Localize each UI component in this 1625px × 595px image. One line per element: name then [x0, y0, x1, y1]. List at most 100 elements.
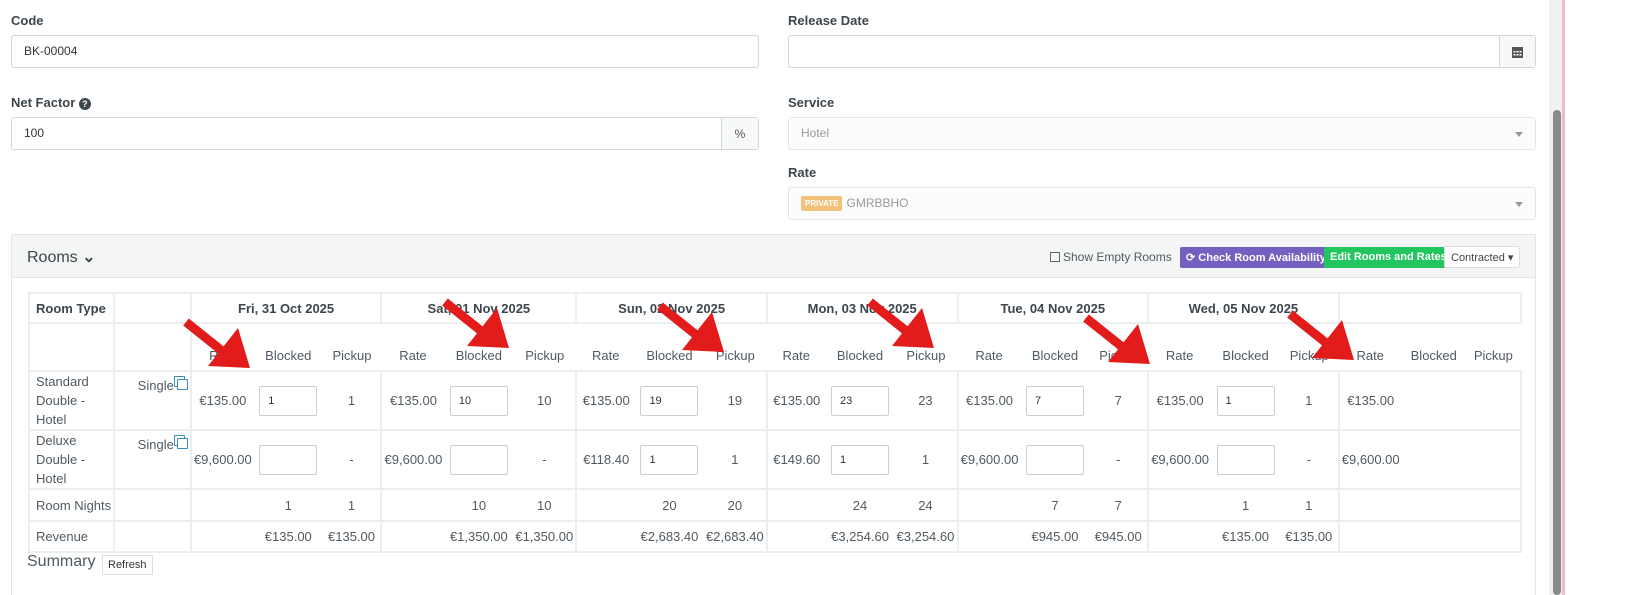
- blocked-header: Blocked: [1211, 322, 1280, 372]
- blocked-header: Blocked: [1020, 322, 1090, 372]
- pickup-cell: 1: [894, 429, 959, 490]
- nights-blocked: 20: [635, 488, 704, 522]
- check-room-availability-button[interactable]: ⟳ Check Room Availability: [1180, 247, 1332, 268]
- rate-header: Rate: [957, 322, 1021, 372]
- pickup-header: Pickup: [1089, 322, 1149, 372]
- pickup-cell: 23: [894, 370, 959, 431]
- blocked-input[interactable]: 23: [831, 385, 890, 416]
- nights-blocked: 10: [444, 488, 514, 522]
- release-date-label: Release Date: [788, 13, 869, 28]
- rate-cell: €135.00: [765, 370, 826, 431]
- room-type-cell: Standard Double - Hotel: [28, 370, 116, 431]
- blocked-input[interactable]: [1216, 444, 1275, 475]
- refresh-icon: ⟳: [1186, 252, 1196, 264]
- copy-icon[interactable]: [176, 438, 188, 449]
- table-row: Deluxe Double - Hotel Single €9,600.00- €9,…: [28, 429, 1522, 490]
- pickup-cell: 1: [322, 370, 383, 431]
- blocked-header: Blocked: [635, 322, 704, 372]
- revenue-pickup: €135.00: [1279, 520, 1340, 553]
- nights-blocked: 1: [253, 488, 323, 522]
- revenue-pickup: [1465, 520, 1522, 553]
- edit-rooms-and-rates-button[interactable]: Edit Rooms and Rates: [1324, 247, 1453, 268]
- blocked-input[interactable]: 1: [259, 385, 318, 416]
- row-label: Room Nights: [28, 488, 116, 522]
- rate-cell: €135.00: [1147, 370, 1212, 431]
- rate-cell: €9,600.00: [1337, 429, 1402, 490]
- blocked-input[interactable]: [259, 444, 318, 475]
- code-label: Code: [11, 13, 44, 28]
- rate-label: Rate: [788, 165, 817, 180]
- pickup-cell: 10: [513, 370, 578, 431]
- day-header: Sat, 01 Nov 2025: [380, 292, 578, 324]
- pickup-header: Pickup: [703, 322, 767, 372]
- day-header: Tue, 04 Nov 2025: [956, 292, 1150, 324]
- code-input[interactable]: BK-00004: [11, 35, 759, 68]
- rate-cell: €135.00: [380, 370, 445, 431]
- blocked-input[interactable]: 19: [640, 385, 699, 416]
- release-date-input[interactable]: [788, 35, 1536, 68]
- rooms-table-wrapper[interactable]: Room Type Fri, 31 Oct 2025 Sat, 01 Nov 202…: [28, 292, 1522, 553]
- pickup-cell: 7: [1089, 370, 1150, 431]
- pickup-cell: [1465, 429, 1522, 490]
- rooms-toggle[interactable]: Rooms ⌄: [27, 249, 96, 266]
- blocked-input[interactable]: 10: [449, 385, 508, 416]
- rate-header: Rate: [1148, 322, 1212, 372]
- blocked-input[interactable]: [449, 444, 508, 475]
- chevron-down-icon: ⌄: [82, 249, 96, 266]
- occupancy-label: Single: [137, 437, 174, 452]
- day-header: Wed, 05 Nov 2025: [1147, 292, 1340, 324]
- percent-addon: %: [721, 118, 758, 149]
- table-row: Standard Double - Hotel Single €135.00 1 1 €1…: [28, 370, 1522, 431]
- blocked-input[interactable]: 1: [831, 444, 890, 475]
- refresh-button[interactable]: Refresh: [102, 555, 153, 575]
- pickup-header: Pickup: [1465, 322, 1521, 372]
- service-select[interactable]: Hotel: [788, 117, 1536, 150]
- blocked-input[interactable]: 7: [1025, 385, 1084, 416]
- rate-header: Rate: [766, 322, 826, 372]
- rate-cell: €9,600.00: [1147, 429, 1212, 490]
- pickup-cell: [1465, 370, 1522, 431]
- nights-pickup: [1465, 488, 1522, 522]
- scrollbar-thumb[interactable]: [1553, 110, 1561, 595]
- help-icon[interactable]: ?: [78, 98, 91, 110]
- room-type-cell: Deluxe Double - Hotel: [28, 429, 116, 490]
- net-factor-label: Net Factor ?: [11, 95, 91, 110]
- rate-select[interactable]: PRIVATE GMRBBHO: [788, 187, 1536, 220]
- nights-pickup: 20: [703, 488, 768, 522]
- rate-cell: €135.00: [575, 370, 636, 431]
- pickup-cell: 19: [703, 370, 768, 431]
- nights-blocked: 24: [825, 488, 895, 522]
- pickup-cell: -: [1279, 429, 1340, 490]
- contracted-select[interactable]: Contracted ▾: [1444, 246, 1521, 268]
- copy-icon[interactable]: [176, 379, 188, 390]
- blocked-input[interactable]: 1: [640, 444, 699, 475]
- revenue-blocked: €2,683.40: [635, 520, 704, 553]
- blocked-input[interactable]: 1: [1216, 385, 1275, 416]
- row-label: Revenue: [28, 520, 116, 553]
- day-header: Sun, 02 Nov 2025: [575, 292, 768, 324]
- page-scrollbar[interactable]: [1549, 0, 1565, 595]
- calendar-icon[interactable]: [1499, 36, 1535, 67]
- rate-cell: €118.40: [575, 429, 636, 490]
- rooms-table: Room Type Fri, 31 Oct 2025 Sat, 01 Nov 202…: [28, 292, 1522, 553]
- rate-header: Rate: [381, 322, 445, 372]
- pickup-cell: -: [1089, 429, 1150, 490]
- blocked-input[interactable]: [1025, 444, 1084, 475]
- pickup-cell: 1: [703, 429, 768, 490]
- rate-header: Rate: [1338, 322, 1402, 372]
- nights-pickup: 24: [894, 488, 959, 522]
- nights-blocked: 7: [1020, 488, 1090, 522]
- revenue-blocked: €135.00: [1211, 520, 1280, 553]
- net-factor-input[interactable]: 100 %: [11, 117, 759, 150]
- revenue-pickup: €3,254.60: [894, 520, 959, 553]
- revenue-blocked: €3,254.60: [825, 520, 895, 553]
- pickup-header: Pickup: [894, 322, 958, 372]
- service-label: Service: [788, 95, 835, 110]
- show-empty-rooms-checkbox[interactable]: Show Empty Rooms: [1050, 250, 1172, 264]
- pickup-header: Pickup: [1279, 322, 1339, 372]
- rate-cell: €135.00: [956, 370, 1021, 431]
- summary-title: Summary: [27, 553, 96, 570]
- rate-header: Rate: [190, 322, 254, 372]
- occupancy-label: Single: [137, 378, 174, 393]
- blocked-header: Blocked: [444, 322, 514, 372]
